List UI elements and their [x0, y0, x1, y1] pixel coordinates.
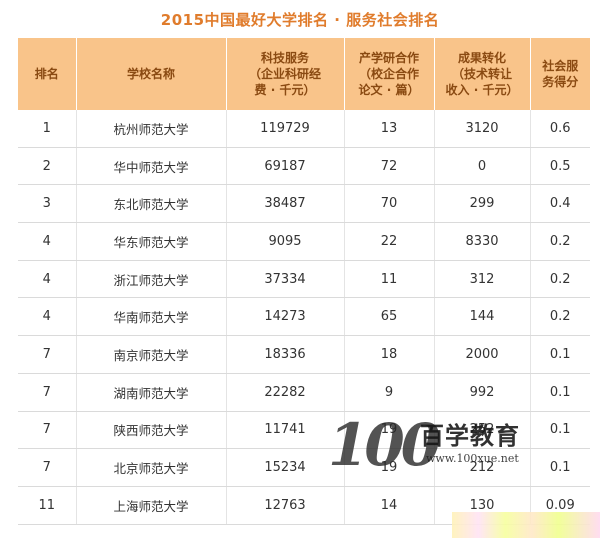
cell-papers: 19 — [344, 411, 435, 450]
table-row: 7 南京师范大学 18336 18 2000 0.1 — [18, 335, 590, 374]
cell-funding: 9095 — [226, 222, 345, 261]
table-row: 1 杭州师范大学 119729 13 3120 0.6 — [18, 110, 590, 148]
header-school: 学校名称 — [76, 38, 227, 110]
table-row: 4 华东师范大学 9095 22 8330 0.2 — [18, 222, 590, 261]
cell-score: 0.2 — [530, 260, 590, 299]
watermark-url: www.100xue.net — [426, 452, 519, 465]
cell-score: 0.2 — [530, 222, 590, 261]
cell-income: 299 — [434, 184, 531, 224]
table-row: 7 陕西师范大学 11741 19 252 0.1 — [18, 411, 590, 450]
cell-income: 252 — [434, 411, 531, 450]
cell-papers: 22 — [344, 222, 435, 261]
cell-papers: 13 — [344, 110, 435, 148]
cell-papers: 70 — [344, 184, 435, 224]
watermark-logo: 100 — [328, 411, 441, 479]
cell-funding: 37334 — [226, 260, 345, 299]
cell-funding: 38487 — [226, 184, 345, 224]
cell-income: 2000 — [434, 335, 531, 374]
cell-school: 湖南师范大学 — [76, 373, 227, 412]
header-score: 社会服 务得分 — [530, 38, 590, 110]
cell-school: 南京师范大学 — [76, 335, 227, 374]
cell-income: 3120 — [434, 110, 531, 148]
cell-rank: 11 — [18, 486, 77, 525]
cell-papers: 18 — [344, 335, 435, 374]
watermark-brand: 百学教育 — [420, 422, 520, 450]
cell-rank: 7 — [18, 335, 77, 374]
cell-school: 陕西师范大学 — [76, 411, 227, 450]
cell-score: 0.2 — [530, 297, 590, 337]
cell-funding: 14273 — [226, 297, 345, 337]
cell-school: 北京师范大学 — [76, 448, 227, 487]
cell-papers: 9 — [344, 373, 435, 412]
cell-funding: 12763 — [226, 486, 345, 525]
cell-funding: 69187 — [226, 147, 345, 186]
cell-score: 0.1 — [530, 448, 590, 487]
cell-rank: 4 — [18, 260, 77, 299]
cell-score: 0.6 — [530, 110, 590, 148]
header-row: 排名 学校名称 科技服务 （企业科研经费 · 千元） 产学研合作 （校企合作 论文 ·… — [18, 38, 590, 110]
cell-school: 华南师范大学 — [76, 297, 227, 337]
ranking-table: 排名 学校名称 科技服务 （企业科研经费 · 千元） 产学研合作 （校企合作 论文 ·… — [18, 38, 590, 525]
table-row: 3 东北师范大学 38487 70 299 0.4 — [18, 184, 590, 224]
cell-funding: 119729 — [226, 110, 345, 148]
cell-school: 华中师范大学 — [76, 147, 227, 186]
cell-papers: 11 — [344, 260, 435, 299]
cell-rank: 7 — [18, 448, 77, 487]
cell-income: 144 — [434, 297, 531, 337]
cell-school: 上海师范大学 — [76, 486, 227, 525]
watermark: 100 百学教育 www.100xue.net — [328, 410, 538, 500]
cell-rank: 7 — [18, 411, 77, 450]
header-papers: 产学研合作 （校企合作 论文 · 篇） — [344, 38, 435, 110]
table-row: 2 华中师范大学 69187 72 0 0.5 — [18, 147, 590, 186]
cell-papers: 72 — [344, 147, 435, 186]
cell-income: 8330 — [434, 222, 531, 261]
header-income: 成果转化 （技术转让 收入 · 千元） — [434, 38, 531, 110]
cell-funding: 15234 — [226, 448, 345, 487]
table-row: 4 浙江师范大学 37334 11 312 0.2 — [18, 260, 590, 299]
cell-score: 0.1 — [530, 373, 590, 412]
cell-funding: 22282 — [226, 373, 345, 412]
cell-rank: 7 — [18, 373, 77, 412]
cell-income: 0 — [434, 147, 531, 186]
cell-rank: 4 — [18, 297, 77, 337]
cell-school: 华东师范大学 — [76, 222, 227, 261]
cell-score: 0.1 — [530, 335, 590, 374]
cell-funding: 18336 — [226, 335, 345, 374]
cell-papers: 14 — [344, 486, 435, 525]
cell-score: 0.1 — [530, 411, 590, 450]
table-row: 7 湖南师范大学 22282 9 992 0.1 — [18, 373, 590, 412]
cell-rank: 3 — [18, 184, 77, 224]
cell-rank: 4 — [18, 222, 77, 261]
blurred-strip — [452, 512, 600, 538]
cell-income: 212 — [434, 448, 531, 487]
table-row: 7 北京师范大学 15234 19 212 0.1 — [18, 448, 590, 487]
cell-score: 0.5 — [530, 147, 590, 186]
cell-funding: 11741 — [226, 411, 345, 450]
cell-rank: 1 — [18, 110, 77, 148]
cell-papers: 65 — [344, 297, 435, 337]
table-row: 4 华南师范大学 14273 65 144 0.2 — [18, 297, 590, 337]
page-title: 2015中国最好大学排名 · 服务社会排名 — [160, 11, 440, 29]
header-funding: 科技服务 （企业科研经费 · 千元） — [226, 38, 345, 110]
cell-school: 杭州师范大学 — [76, 110, 227, 148]
cell-income: 312 — [434, 260, 531, 299]
cell-papers: 19 — [344, 448, 435, 487]
cell-income: 992 — [434, 373, 531, 412]
cell-score: 0.4 — [530, 184, 590, 224]
header-rank: 排名 — [18, 38, 77, 110]
cell-rank: 2 — [18, 147, 77, 186]
table-body: 1 杭州师范大学 119729 13 3120 0.6 2 华中师范大学 69187 72 0 0.5… — [18, 110, 590, 525]
cell-school: 浙江师范大学 — [76, 260, 227, 299]
cell-school: 东北师范大学 — [76, 184, 227, 224]
